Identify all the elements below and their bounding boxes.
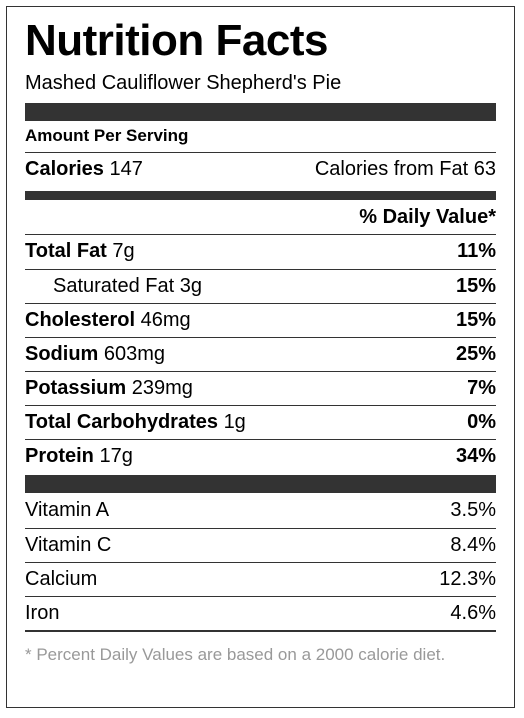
vitamin-row-calcium: Calcium 12.3% [25, 563, 496, 596]
divider [25, 596, 496, 597]
nutrient-amount: 17g [99, 445, 133, 467]
nutrient-amount: 46mg [140, 309, 191, 331]
divider [25, 234, 496, 235]
nutrient-dv: 15% [455, 275, 496, 297]
vitamin-name: Calcium [25, 568, 98, 590]
nutrient-dv: 7% [467, 377, 496, 399]
vitamin-name: Iron [25, 602, 60, 624]
label-title: Nutrition Facts [25, 16, 328, 65]
divider [25, 269, 496, 270]
nutrient-amount: 7g [112, 240, 135, 262]
nutrient-name: Total Fat [25, 240, 107, 262]
nutrient-row-cholesterol: Cholesterol 46mg 15% [25, 304, 496, 337]
calories-value: 147 [109, 157, 143, 180]
nutrient-dv: 34% [455, 445, 496, 467]
nutrient-row-total-fat: Total Fat 7g 11% [25, 235, 496, 268]
vitamin-row-iron: Iron 4.6% [25, 597, 496, 630]
divider [25, 303, 496, 304]
vitamin-dv: 8.4% [450, 534, 496, 556]
nutrient-dv: 0% [467, 411, 496, 433]
nutrient-amount: 239mg [131, 377, 193, 399]
nutrient-name: Total Carbohydrates [25, 411, 218, 433]
nutrient-row-saturated-fat: Saturated Fat 3g 15% [25, 270, 496, 303]
amount-per-serving: Amount Per Serving [25, 126, 189, 145]
nutrient-name: Saturated Fat [53, 275, 175, 297]
vitamin-name: Vitamin A [25, 499, 110, 521]
divider [25, 152, 496, 153]
nutrient-name: Protein [25, 445, 94, 467]
vitamin-row-vitamin-a: Vitamin A 3.5% [25, 494, 496, 527]
nutrient-dv: 25% [455, 343, 496, 365]
calories-row: Calories 147 Calories from Fat 63 [25, 152, 496, 186]
divider [25, 405, 496, 406]
amount-per-serving-row: Amount Per Serving [25, 123, 496, 149]
divider [25, 630, 496, 632]
nutrient-amount: 1g [223, 411, 246, 433]
vitamin-dv: 4.6% [450, 602, 496, 624]
vitamin-name: Vitamin C [25, 534, 112, 556]
nutrient-row-total-carbohydrates: Total Carbohydrates 1g 0% [25, 406, 496, 439]
divider [25, 337, 496, 338]
vitamin-dv: 12.3% [439, 568, 496, 590]
daily-value-header-row: % Daily Value* [25, 200, 496, 234]
footnote: * Percent Daily Values are based on a 20… [25, 645, 446, 664]
nutrient-amount: 3g [179, 275, 202, 297]
thick-divider [25, 475, 496, 493]
recipe-name: Mashed Cauliflower Shepherd's Pie [25, 72, 342, 94]
calories: Calories 147 [25, 158, 143, 181]
divider [25, 562, 496, 563]
nutrient-row-potassium: Potassium 239mg 7% [25, 372, 496, 405]
daily-value-header: % Daily Value* [359, 205, 496, 228]
nutrient-name: Cholesterol [25, 309, 136, 331]
calories-label: Calories [25, 157, 104, 180]
nutrient-dv: 11% [457, 240, 496, 262]
vitamin-dv: 3.5% [450, 499, 496, 521]
nutrient-row-protein: Protein 17g 34% [25, 440, 496, 473]
nutrient-name: Sodium [25, 343, 99, 365]
nutrient-dv: 15% [455, 309, 496, 331]
calories-from-fat: Calories from Fat 63 [314, 157, 496, 180]
divider [25, 371, 496, 372]
medium-divider [25, 191, 496, 200]
nutrition-label: Nutrition Facts Mashed Cauliflower Sheph… [6, 6, 515, 708]
divider [25, 528, 496, 529]
divider [25, 439, 496, 440]
nutrient-amount: 603mg [103, 343, 166, 365]
thick-divider [25, 103, 496, 121]
vitamin-row-vitamin-c: Vitamin C 8.4% [25, 529, 496, 562]
nutrient-row-sodium: Sodium 603mg 25% [25, 338, 496, 371]
nutrient-name: Potassium [25, 377, 127, 399]
